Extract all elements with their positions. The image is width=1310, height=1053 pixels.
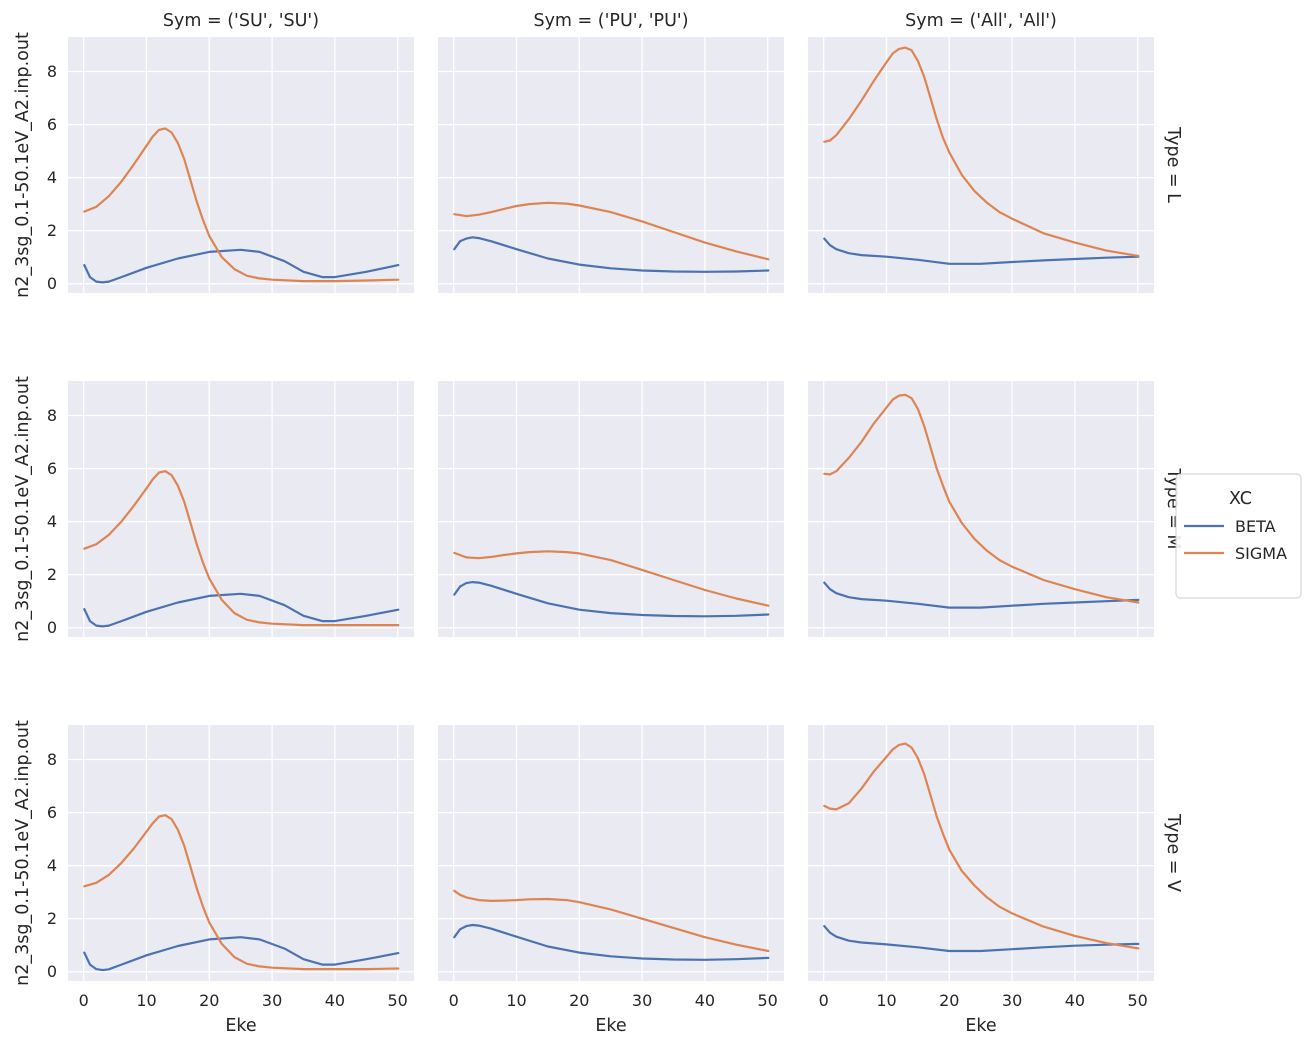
x-tick-label: 30 <box>632 991 652 1010</box>
legend-label-sigma: SIGMA <box>1235 544 1287 563</box>
y-tick-label: 8 <box>47 62 57 81</box>
facet-panel-background <box>68 37 414 293</box>
y-tick-label: 2 <box>47 909 57 928</box>
series-line-beta <box>823 581 1140 609</box>
series-line-sigma <box>83 127 400 283</box>
legend-title: XC <box>1229 489 1252 509</box>
facet-panel-background <box>438 725 784 981</box>
x-tick-label: 50 <box>387 991 407 1010</box>
facet-column-title: Sym = ('All', 'All') <box>905 11 1057 31</box>
series-line-sigma <box>83 470 400 627</box>
series-line-beta <box>83 936 400 972</box>
x-tick-label: 30 <box>1002 991 1022 1010</box>
y-tick-label: 2 <box>47 221 57 240</box>
facet-panel-background <box>808 725 1154 981</box>
y-tick-label: 6 <box>47 459 57 478</box>
x-tick-label: 20 <box>939 991 959 1010</box>
x-tick-label: 0 <box>449 991 459 1010</box>
x-axis-label: Eke <box>225 1016 256 1036</box>
x-axis-label: Eke <box>595 1016 626 1036</box>
x-tick-label: 30 <box>262 991 282 1010</box>
x-tick-label: 0 <box>819 991 829 1010</box>
y-tick-label: 4 <box>47 168 57 187</box>
facet-panel-background <box>438 381 784 637</box>
series-line-sigma <box>823 46 1140 257</box>
legend-label-beta: BETA <box>1235 517 1276 536</box>
y-tick-label: 0 <box>47 274 57 293</box>
series-line-sigma <box>823 393 1140 604</box>
y-tick-label: 8 <box>47 750 57 769</box>
facet-panel-background <box>68 725 414 981</box>
y-axis-label: n2_3sg_0.1-50.1eV_A2.inp.out <box>13 720 33 986</box>
x-tick-label: 40 <box>325 991 345 1010</box>
x-tick-label: 10 <box>136 991 156 1010</box>
series-line-sigma <box>453 201 770 261</box>
series-line-beta <box>83 248 400 284</box>
facet-column-title: Sym = ('PU', 'PU') <box>533 11 688 31</box>
series-line-sigma <box>453 889 770 953</box>
y-tick-label: 2 <box>47 565 57 584</box>
facet-column-title: Sym = ('SU', 'SU') <box>163 11 319 31</box>
x-tick-label: 0 <box>79 991 89 1010</box>
facet-row-title: Type = V <box>1163 813 1183 892</box>
series-line-beta <box>453 580 770 618</box>
series-line-sigma <box>453 550 770 607</box>
x-tick-label: 20 <box>569 991 589 1010</box>
y-tick-label: 0 <box>47 618 57 637</box>
series-line-beta <box>83 592 400 628</box>
facet-panel-background <box>68 381 414 637</box>
x-tick-label: 50 <box>1127 991 1147 1010</box>
y-axis-label: n2_3sg_0.1-50.1eV_A2.inp.out <box>13 32 33 298</box>
series-line-beta <box>453 236 770 273</box>
series-line-sigma <box>823 742 1140 950</box>
x-tick-label: 40 <box>1065 991 1085 1010</box>
series-line-beta <box>823 237 1140 265</box>
x-tick-label: 10 <box>876 991 896 1010</box>
series-line-beta <box>823 924 1140 953</box>
y-tick-label: 6 <box>47 803 57 822</box>
y-tick-label: 8 <box>47 406 57 425</box>
x-tick-label: 20 <box>199 991 219 1010</box>
y-tick-label: 4 <box>47 856 57 875</box>
facet-row-title: Type = L <box>1163 126 1183 203</box>
y-axis-label: n2_3sg_0.1-50.1eV_A2.inp.out <box>13 376 33 642</box>
y-tick-label: 0 <box>47 962 57 981</box>
facet-panel-background <box>438 37 784 293</box>
legend-box <box>1175 473 1302 599</box>
series-line-sigma <box>83 814 400 971</box>
y-tick-label: 6 <box>47 115 57 134</box>
x-tick-label: 10 <box>506 991 526 1010</box>
x-tick-label: 50 <box>757 991 777 1010</box>
y-tick-label: 4 <box>47 512 57 531</box>
series-line-beta <box>453 923 770 961</box>
x-axis-label: Eke <box>965 1016 996 1036</box>
facet-panel-background <box>808 37 1154 293</box>
x-tick-label: 40 <box>695 991 715 1010</box>
